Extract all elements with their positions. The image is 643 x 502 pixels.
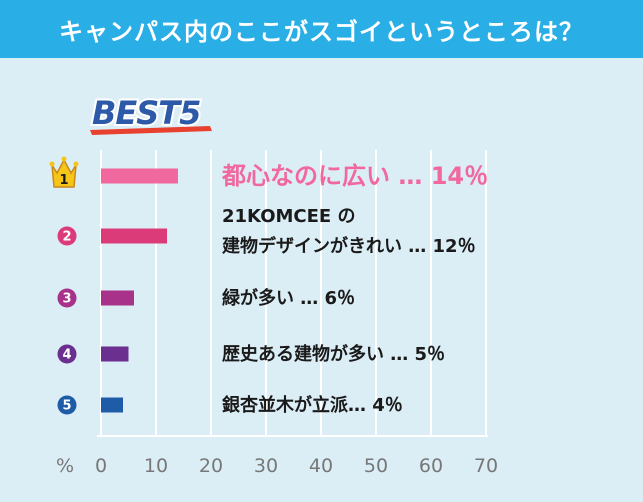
rank-2-marker: 2 bbox=[57, 226, 77, 246]
x-tick-label: 70 bbox=[474, 455, 498, 477]
page-title: キャンパス内のここがスゴイというところは？ bbox=[59, 17, 584, 46]
x-tick-label: 10 bbox=[144, 455, 168, 477]
rank-marker-layer: 1 2 3 4 5 bbox=[49, 156, 79, 415]
rank-number: 1 bbox=[59, 173, 68, 188]
bar-rank-3 bbox=[101, 290, 134, 306]
rank-number: 4 bbox=[62, 348, 71, 363]
item-label-rank-2-line1: 21KOMCEE の bbox=[222, 206, 355, 227]
x-tick-label: 0 bbox=[95, 455, 107, 477]
rank-circle bbox=[57, 395, 77, 415]
rank-5-marker: 5 bbox=[57, 395, 77, 415]
x-tick-label: 20 bbox=[199, 455, 223, 477]
bar-layer bbox=[101, 168, 178, 413]
crown-icon: 1 bbox=[49, 156, 79, 188]
crown-jewel bbox=[49, 161, 55, 167]
best5-badge: BEST5 bbox=[90, 92, 212, 135]
bar-rank-4 bbox=[101, 346, 129, 362]
crown-shape bbox=[51, 158, 77, 188]
crown-jewel bbox=[61, 156, 67, 162]
rank-number: 3 bbox=[62, 292, 71, 307]
x-tick-label: 60 bbox=[419, 455, 443, 477]
rank-circle bbox=[57, 226, 77, 246]
axis-layer: 0 10 20 30 40 50 60 70% bbox=[56, 435, 498, 477]
crown-jewel bbox=[73, 161, 79, 167]
header-bar: キャンパス内のここがスゴイというところは？ bbox=[0, 0, 643, 58]
rank-3-marker: 3 bbox=[57, 288, 77, 308]
bar-rank-2 bbox=[101, 228, 167, 244]
x-tick-label: 30 bbox=[254, 455, 278, 477]
x-tick-label: 50 bbox=[364, 455, 388, 477]
item-label-rank-4: 歴史ある建物が多い … 5％ bbox=[222, 343, 445, 365]
rank-circle bbox=[57, 344, 77, 364]
rank-number: 5 bbox=[62, 399, 71, 414]
bar-rank-5 bbox=[101, 397, 123, 413]
x-unit-label: % bbox=[56, 455, 74, 477]
badge-underline bbox=[90, 126, 212, 135]
item-label-rank-1: 都心なのに広い … 14％ bbox=[221, 162, 488, 190]
item-label-rank-5: 銀杏並木が立派… 4％ bbox=[222, 394, 403, 416]
x-tick-label: 40 bbox=[309, 455, 333, 477]
item-label-rank-3: 緑が多い … 6％ bbox=[222, 287, 355, 309]
rank-4-marker: 4 bbox=[57, 344, 77, 364]
bar-rank-1 bbox=[101, 168, 178, 184]
rank-number: 2 bbox=[62, 230, 71, 245]
rank-circle bbox=[57, 288, 77, 308]
item-label-rank-2-line2: 建物デザインがきれい … 12％ bbox=[222, 235, 476, 257]
